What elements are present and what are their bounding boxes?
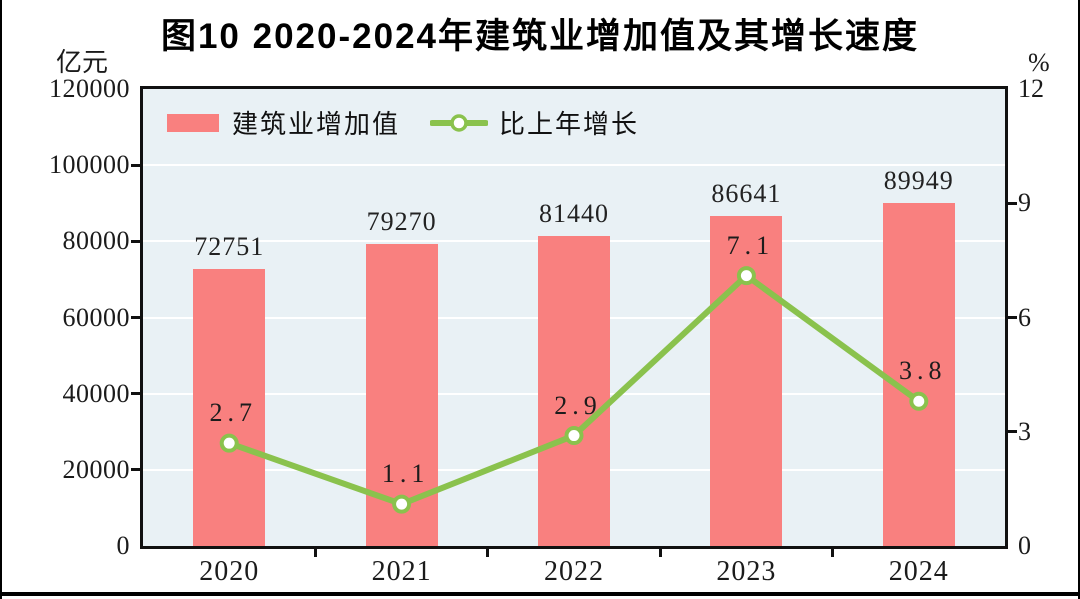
line-point-marker xyxy=(564,426,584,446)
x-axis-label: 2023 xyxy=(716,556,777,587)
right-axis-tick xyxy=(1005,316,1017,319)
right-axis-tick xyxy=(1005,201,1017,205)
x-axis-tick xyxy=(831,548,835,557)
bar-value-label: 89949 xyxy=(883,166,954,196)
document-border-right xyxy=(1078,0,1080,599)
legend-line-marker-icon xyxy=(430,113,489,132)
left-axis-tick-label: 60000 xyxy=(62,302,130,332)
right-axis-unit: % xyxy=(1028,48,1050,77)
left-axis-tick xyxy=(131,392,143,396)
line-value-label: 2.7 xyxy=(209,398,257,428)
x-axis-label: 2021 xyxy=(371,556,432,587)
x-axis-label: 2022 xyxy=(544,556,604,587)
document-border-left xyxy=(0,0,2,599)
gridline xyxy=(143,164,1005,167)
bar-2024 xyxy=(882,203,955,546)
x-axis-tick xyxy=(313,548,317,557)
line-value-label: 3.8 xyxy=(899,356,947,386)
line-point-marker xyxy=(909,391,929,411)
bar-2020 xyxy=(193,268,266,546)
chart-title: 图10 2020-2024年建筑业增加值及其增长速度 xyxy=(160,17,920,56)
line-value-label: 7.1 xyxy=(726,230,775,260)
right-axis-tick-label: 6 xyxy=(1018,302,1031,332)
bar-value-label: 81440 xyxy=(539,198,609,228)
left-axis-tick xyxy=(131,316,143,319)
left-axis-tick-label: 80000 xyxy=(62,226,130,256)
left-axis-tick-label: 100000 xyxy=(49,150,130,180)
growth-line-series xyxy=(219,266,929,514)
x-axis-label: 2024 xyxy=(888,556,949,587)
bar-value-label: 79270 xyxy=(366,207,437,237)
x-axis-label: 2020 xyxy=(199,556,260,587)
left-axis-tick xyxy=(131,468,143,472)
legend-bar-swatch xyxy=(167,113,219,132)
left-axis-tick-label: 20000 xyxy=(62,454,130,484)
left-axis-unit: 亿元 xyxy=(55,47,108,77)
line-point-marker xyxy=(736,266,756,286)
line-value-label: 2.9 xyxy=(554,390,602,420)
left-axis-tick xyxy=(131,163,143,167)
right-axis-tick-label: 12 xyxy=(1018,74,1044,103)
plot-area: 建筑业增加值 比上年增长 72751 79270 81440 86641 89949 2.… xyxy=(140,86,1008,549)
legend: 建筑业增加值 比上年增长 xyxy=(167,104,639,141)
right-axis-tick-label: 9 xyxy=(1018,188,1031,218)
x-axis-tick xyxy=(658,548,662,557)
x-axis-tick xyxy=(486,548,490,557)
left-axis-tick xyxy=(131,239,143,243)
right-axis-tick-label: 0 xyxy=(1018,531,1031,560)
bar-value-label: 86641 xyxy=(711,179,782,209)
legend-line-label: 比上年增长 xyxy=(499,109,640,139)
right-axis-tick xyxy=(1005,430,1017,434)
left-axis-tick-label: 40000 xyxy=(62,378,130,408)
left-axis-tick-label: 0 xyxy=(116,531,130,560)
document-border-bottom xyxy=(0,592,1080,596)
line-value-label: 1.1 xyxy=(381,459,430,489)
right-axis-tick-label: 3 xyxy=(1018,416,1031,446)
line-point-marker xyxy=(392,494,412,514)
bar-2022 xyxy=(538,235,610,546)
left-axis-tick-label: 120000 xyxy=(49,74,130,103)
line-point-marker xyxy=(219,433,239,453)
bar-value-label: 72751 xyxy=(194,231,265,261)
legend-bar-label: 建筑业增加值 xyxy=(232,109,401,139)
